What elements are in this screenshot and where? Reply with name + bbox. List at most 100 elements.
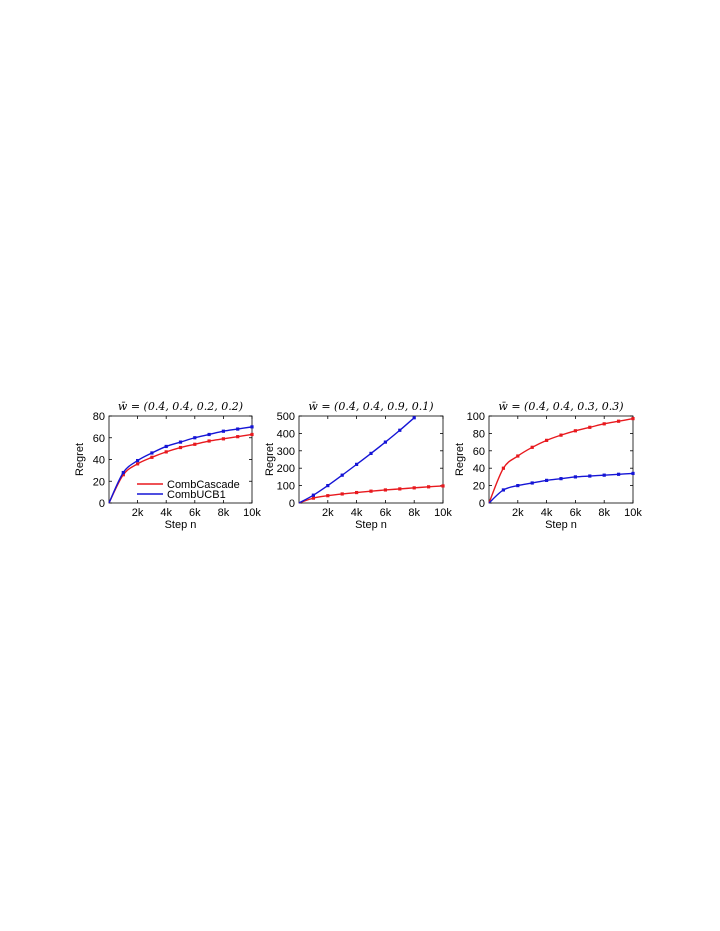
chart-title: w̄ = (0.4, 0.4, 0.3, 0.3) — [498, 400, 623, 413]
y-tick-label: 0 — [479, 498, 485, 510]
data-point-combucb1 — [369, 451, 373, 456]
x-axis-label: Step n — [165, 519, 197, 531]
data-point-combucb1 — [588, 474, 592, 478]
data-point-combcascade — [516, 454, 520, 458]
y-tick-label: 80 — [93, 411, 105, 423]
x-tick-label: 2k — [132, 507, 144, 519]
data-point-combucb1 — [311, 493, 315, 497]
x-tick-label: 8k — [598, 507, 610, 519]
data-point-combcascade — [427, 485, 431, 489]
plot-frame — [488, 415, 634, 504]
y-tick-label: 60 — [473, 446, 485, 458]
y-tick-label: 200 — [277, 463, 295, 475]
x-tick-label: 4k — [160, 507, 172, 519]
data-point-combucb1 — [602, 473, 606, 477]
data-point-combcascade — [631, 417, 635, 421]
data-point-combcascade — [193, 442, 197, 446]
data-point-combcascade — [412, 486, 416, 490]
data-point-combcascade — [150, 455, 154, 459]
data-point-combcascade — [617, 419, 621, 423]
data-point-combucb1 — [398, 428, 402, 432]
x-tick-label: 4k — [541, 507, 553, 519]
y-tick-label: 100 — [277, 481, 295, 493]
data-point-combcascade — [207, 439, 211, 443]
data-point-combucb1 — [221, 429, 225, 433]
data-point-combcascade — [164, 450, 168, 454]
data-point-combcascade — [545, 438, 549, 442]
data-point-combcascade — [383, 488, 387, 492]
y-tick-label: 0 — [99, 498, 105, 510]
chart-title: w̄ = (0.4, 0.4, 0.9, 0.1) — [308, 400, 433, 413]
y-tick-label: 20 — [473, 481, 485, 493]
x-tick-label: 10k — [624, 507, 642, 519]
y-axis-label: Regret — [454, 443, 466, 476]
data-point-combcascade — [441, 484, 445, 488]
data-point-combcascade — [530, 445, 534, 449]
y-tick-label: 400 — [277, 428, 295, 440]
y-tick-label: 500 — [277, 411, 295, 423]
chart-panel-1: w̄ = (0.4, 0.4, 0.2, 0.2) 2k 4k 6k 8k 10k 0 20 4… — [74, 400, 261, 531]
data-point-combcascade — [326, 494, 330, 498]
data-point-combucb1 — [559, 477, 563, 481]
data-point-combucb1 — [207, 432, 211, 437]
data-point-combcascade — [136, 462, 140, 466]
x-tick-label: 8k — [408, 507, 420, 519]
x-axis-label: Step n — [355, 519, 387, 531]
y-tick-label: 0 — [289, 498, 295, 510]
data-point-combucb1 — [412, 416, 416, 420]
data-point-combucb1 — [573, 475, 577, 479]
x-tick-label: 10k — [434, 507, 452, 519]
data-point-combcascade — [501, 466, 505, 470]
x-tick-label: 8k — [218, 507, 230, 519]
data-point-combucb1 — [617, 472, 621, 476]
x-tick-label: 2k — [322, 507, 334, 519]
data-point-combcascade — [573, 429, 577, 433]
data-point-combucb1 — [193, 436, 197, 440]
data-point-combcascade — [398, 487, 402, 491]
y-axis-label: Regret — [264, 443, 276, 476]
data-point-combcascade — [340, 492, 344, 496]
data-point-combcascade — [602, 422, 606, 426]
data-point-combucb1 — [136, 458, 140, 463]
data-point-combcascade — [250, 432, 254, 437]
data-point-combucb1 — [326, 484, 330, 488]
x-tick-label: 6k — [189, 507, 201, 519]
y-tick-label: 100 — [467, 411, 485, 423]
data-point-combcascade — [236, 435, 240, 439]
y-tick-label: 20 — [93, 476, 105, 488]
plot-frame — [298, 415, 444, 504]
series-line-combucb1 — [298, 417, 415, 504]
data-point-combucb1 — [516, 484, 520, 488]
data-point-combcascade — [369, 489, 373, 493]
data-point-combcascade — [178, 445, 183, 450]
x-tick-label: 4k — [351, 507, 363, 519]
data-point-combucb1 — [530, 481, 534, 485]
y-tick-label: 40 — [473, 463, 485, 475]
data-point-combucb1 — [121, 470, 125, 475]
y-tick-label: 80 — [473, 428, 485, 440]
chart-panel-2: w̄ = (0.4, 0.4, 0.9, 0.1) 2k 4k 6k 8k 10k 0 100… — [264, 400, 452, 531]
chart-panel-3: w̄ = (0.4, 0.4, 0.3, 0.3) 2k 4k 6k 8k 10k 0 20 4… — [454, 400, 642, 531]
chart-title: w̄ = (0.4, 0.4, 0.2, 0.2) — [118, 400, 243, 413]
series-line-combcascade — [298, 485, 444, 504]
data-point-combucb1 — [545, 478, 549, 482]
series-line-combcascade — [488, 417, 634, 504]
data-point-combcascade — [355, 490, 359, 495]
legend-label: CombUCB1 — [167, 489, 226, 501]
x-tick-label: 6k — [570, 507, 582, 519]
y-axis-label: Regret — [74, 443, 86, 476]
y-tick-label: 300 — [277, 446, 295, 458]
x-axis-label: Step n — [545, 519, 577, 531]
data-point-combucb1 — [501, 488, 505, 492]
data-point-combucb1 — [631, 471, 635, 476]
data-point-combucb1 — [178, 440, 183, 444]
y-tick-label: 60 — [93, 433, 105, 445]
data-point-combucb1 — [236, 427, 240, 431]
x-tick-label: 10k — [243, 507, 261, 519]
data-point-combcascade — [311, 496, 315, 500]
data-point-combucb1 — [340, 473, 344, 477]
data-point-combucb1 — [164, 444, 168, 449]
y-tick-label: 40 — [93, 455, 105, 467]
